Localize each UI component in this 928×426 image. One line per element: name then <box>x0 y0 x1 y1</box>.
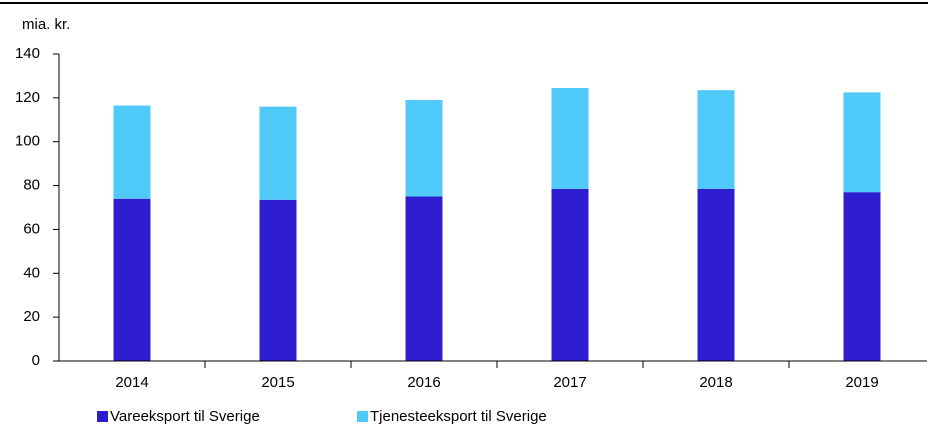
bar-segment <box>259 106 297 200</box>
bar-segment <box>551 188 589 361</box>
y-tick-label: 140 <box>15 45 40 62</box>
bar-segment <box>697 90 735 189</box>
y-tick-label: 20 <box>23 308 40 325</box>
x-tick-label: 2014 <box>115 374 148 391</box>
y-tick-label: 100 <box>15 133 40 150</box>
y-tick-label: 80 <box>23 177 40 194</box>
bar-segment <box>405 100 443 197</box>
legend-swatch <box>97 411 108 422</box>
legend-label: Tjenesteeksport til Sverige <box>370 408 547 425</box>
bar-segment <box>405 196 443 361</box>
y-tick-label: 0 <box>32 352 40 369</box>
bar-segment <box>697 188 735 361</box>
x-tick-label: 2017 <box>553 374 586 391</box>
x-tick-label: 2018 <box>699 374 732 391</box>
legend-swatch <box>357 411 368 422</box>
bar-segment <box>843 192 881 361</box>
x-tick-label: 2016 <box>407 374 440 391</box>
y-tick-label: 120 <box>15 89 40 106</box>
x-tick-label: 2015 <box>261 374 294 391</box>
y-tick-label: 60 <box>23 220 40 237</box>
bar-segment <box>113 198 151 361</box>
y-tick-label: 40 <box>23 264 40 281</box>
x-tick-label: 2019 <box>845 374 878 391</box>
y-axis-label: mia. kr. <box>22 16 70 33</box>
legend-label: Vareeksport til Sverige <box>110 408 260 425</box>
bar-segment <box>843 92 881 193</box>
bar-segment <box>551 87 589 189</box>
bar-segment <box>259 199 297 361</box>
bar-segment <box>113 105 151 199</box>
